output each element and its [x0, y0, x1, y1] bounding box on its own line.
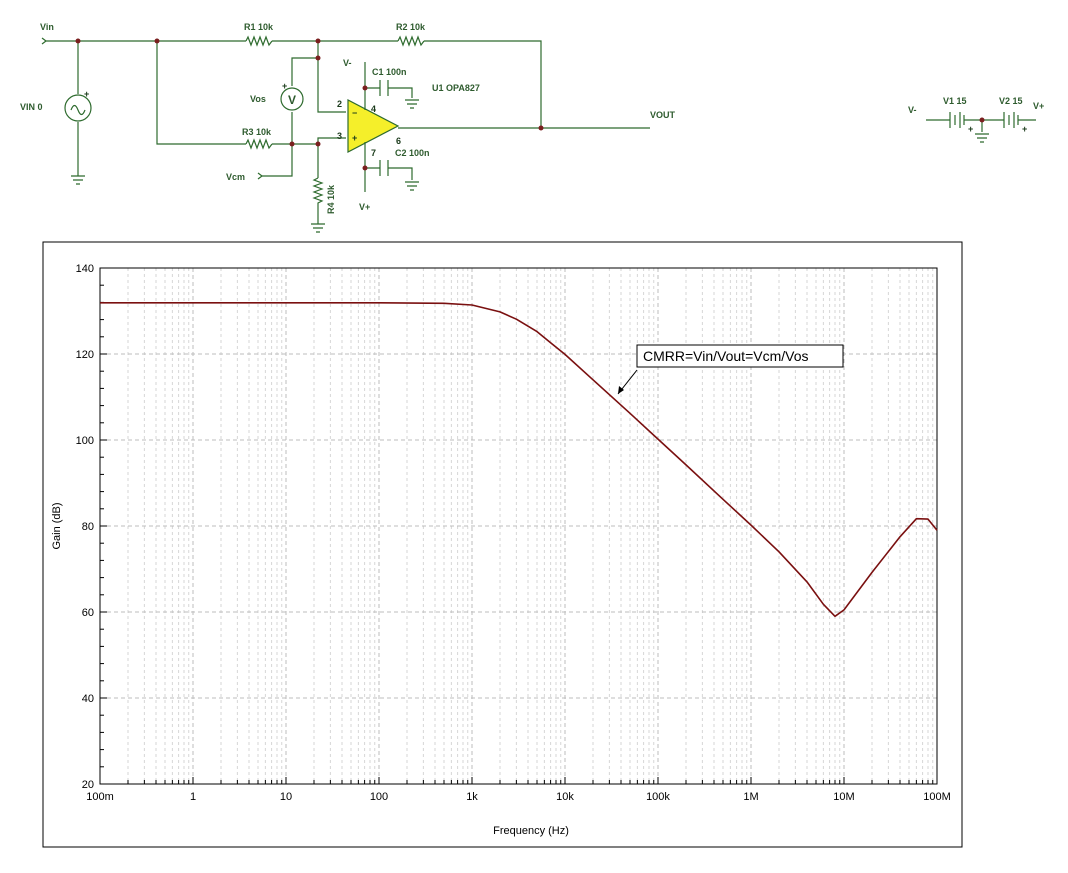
- chart-frame: [42, 241, 963, 848]
- node-dot: [289, 141, 295, 147]
- x-tick-label: 1k: [466, 791, 478, 803]
- x-tick-label: 100M: [923, 791, 951, 803]
- y-tick-label: 60: [82, 607, 94, 619]
- v1-label: V1 15: [943, 96, 967, 106]
- r3-label: R3 10k: [242, 127, 272, 137]
- opamp-minus-sign: −: [352, 108, 357, 118]
- c1-label: C1 100n: [372, 67, 407, 77]
- v2-label: V2 15: [999, 96, 1023, 106]
- c2-ground-icon: [405, 181, 419, 191]
- supply-vplus-label: V+: [1033, 101, 1044, 111]
- vin-terminal-icon[interactable]: [41, 37, 47, 45]
- x-tick-label: 1M: [743, 791, 758, 803]
- x-tick-label: 100k: [646, 791, 670, 803]
- pin-7-label: 7: [371, 148, 376, 158]
- y-tick-label: 80: [82, 521, 94, 533]
- node-dot: [315, 55, 321, 61]
- y-tick-label: 40: [82, 693, 94, 705]
- r3-resistor-icon[interactable]: [245, 138, 273, 150]
- supply-vminus-label: V-: [908, 105, 917, 115]
- voltmeter-icon[interactable]: [280, 87, 304, 111]
- vos-label: Vos: [250, 94, 266, 104]
- ground-icon: [71, 175, 85, 185]
- pin-3-label: 3: [337, 131, 342, 141]
- v2-plus-label: +: [1022, 124, 1027, 134]
- chart-grid: [100, 268, 937, 784]
- node-dot: [538, 125, 544, 131]
- x-tick-label: 1: [190, 791, 196, 803]
- chart-axes: [99, 267, 938, 785]
- meter-wire: [262, 57, 318, 177]
- node-dot: [75, 38, 81, 44]
- schematic: Vin R1 10k R2 10k + VIN 0 R3 10k V + Vos…: [20, 22, 1044, 233]
- r4-label: R4 10k: [326, 184, 336, 214]
- pin-4-label: 4: [371, 104, 376, 114]
- r4-resistor-icon[interactable]: [312, 177, 324, 208]
- u1-label: U1 OPA827: [432, 83, 480, 93]
- vcm-label: Vcm: [226, 172, 245, 182]
- node-dot: [362, 85, 368, 91]
- node-dot: [315, 141, 321, 147]
- c1-ground-icon: [405, 99, 419, 109]
- supply-block: V- V1 15 V2 15 V+ + +: [908, 96, 1044, 143]
- x-tick-label: 100m: [86, 791, 114, 803]
- node-dot: [315, 38, 321, 44]
- vplus-label: V+: [359, 202, 370, 212]
- pin-2-label: 2: [337, 99, 342, 109]
- vout-label: VOUT: [650, 110, 676, 120]
- node-dot: [362, 165, 368, 171]
- r1-label: R1 10k: [244, 22, 274, 32]
- voltmeter-symbol: V: [288, 93, 296, 107]
- x-tick-label: 10M: [833, 791, 854, 803]
- annotation: CMRR=Vin/Vout=Vcm/Vos: [617, 344, 844, 395]
- r4-ground-icon: [311, 223, 325, 233]
- y-tick-label: 20: [82, 779, 94, 791]
- cmrr-series-line: [100, 301, 938, 618]
- c2-label: C2 100n: [395, 148, 430, 158]
- node-dot: [154, 38, 160, 44]
- ac-source-icon[interactable]: [64, 94, 92, 122]
- supply-ground-icon: [975, 133, 989, 143]
- vin-generator-label: VIN 0: [20, 102, 43, 112]
- sine-icon: [70, 104, 86, 116]
- vin-label: Vin: [40, 22, 54, 32]
- vcm-terminal-icon[interactable]: [257, 172, 263, 180]
- c1-capacitor-icon[interactable]: [379, 80, 389, 96]
- v1-plus-label: +: [968, 124, 973, 134]
- pin-6-label: 6: [396, 136, 401, 146]
- vminus-label: V-: [343, 58, 352, 68]
- chart-border: [42, 241, 963, 848]
- v2-battery-icon[interactable]: [1003, 112, 1019, 128]
- x-axis-label: Frequency (Hz): [493, 825, 569, 837]
- annotation-text: CMRR=Vin/Vout=Vcm/Vos: [643, 348, 808, 364]
- series-group: [100, 301, 938, 618]
- r3-wire: [156, 41, 346, 145]
- x-tick-label: 10: [280, 791, 292, 803]
- annotation-arrowhead: [618, 386, 624, 394]
- r2-resistor-icon[interactable]: [397, 35, 425, 47]
- annotation-box: [636, 344, 844, 368]
- y-axis-label: Gain (dB): [51, 502, 63, 549]
- x-tick-label: 100: [370, 791, 388, 803]
- c2-capacitor-icon[interactable]: [379, 160, 389, 176]
- source-plus-label: +: [84, 89, 89, 99]
- y-tick-label: 140: [76, 263, 94, 275]
- y-tick-label: 100: [76, 435, 94, 447]
- r2-label: R2 10k: [396, 22, 426, 32]
- tick-labels: 100m 1 10 100 1k 10k 100k 1M 10M 100M 20 40 60 80 100 1…: [76, 263, 951, 803]
- r1-resistor-icon[interactable]: [245, 35, 273, 47]
- v1-battery-icon[interactable]: [949, 112, 965, 128]
- y-tick-label: 120: [76, 349, 94, 361]
- x-tick-label: 10k: [556, 791, 574, 803]
- meter-plus-label: +: [282, 81, 287, 91]
- node-dot: [979, 117, 985, 123]
- opamp-icon[interactable]: [347, 99, 400, 153]
- opamp-plus-sign: +: [352, 133, 357, 143]
- inv-wire: [317, 41, 346, 113]
